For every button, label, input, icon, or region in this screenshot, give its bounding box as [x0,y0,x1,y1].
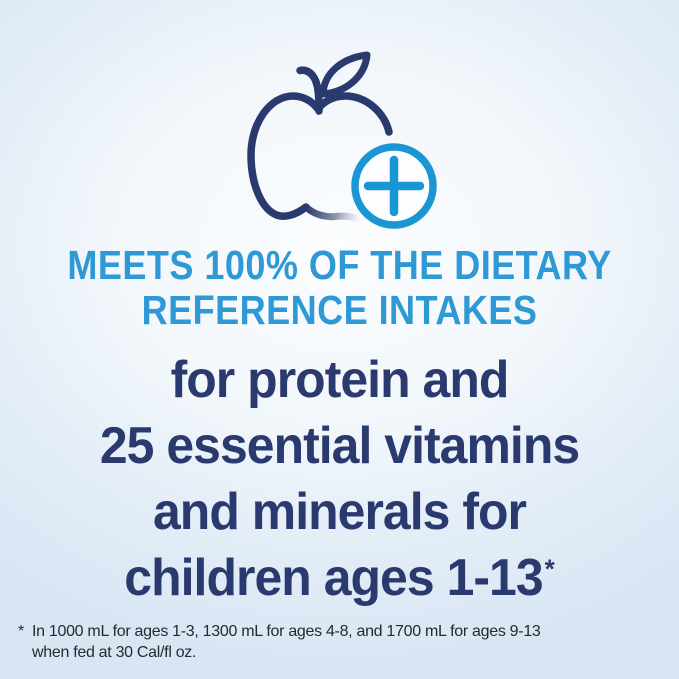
footnote-text: In 1000 mL for ages 1-3, 1300 mL for age… [32,621,666,663]
claim-line-4-text: children ages 1-13 [124,549,543,607]
claim-text: for protein and 25 essential vitamins an… [14,347,666,619]
claim-line-4: children ages 1-13* [14,545,666,619]
claim-line-2: 25 essential vitamins [99,417,580,475]
headline-line-2: REFERENCE INTAKES [141,287,538,333]
headline: MEETS 100% OF THE DIETARY REFERENCE INTA… [41,243,639,333]
claim-line-1: for protein and [170,351,510,409]
footnote-marker: * [18,623,24,640]
apple-outline [247,92,393,220]
footnote: * In 1000 mL for ages 1-3, 1300 mL for a… [18,621,666,663]
apple-plus-icon [240,45,480,235]
apple-leaf [319,51,371,98]
claim-line-3: and minerals for [152,483,527,541]
apple-swoosh [302,203,363,222]
footnote-line-1: In 1000 mL for ages 1-3, 1300 mL for age… [32,623,541,640]
apple-plus-icon-svg [247,51,437,229]
footnote-line-2: when fed at 30 Cal/fl oz. [32,644,197,661]
claim-asterisk: * [544,554,555,585]
headline-line-1: MEETS 100% OF THE DIETARY [67,242,612,288]
apple-stem [296,66,323,115]
